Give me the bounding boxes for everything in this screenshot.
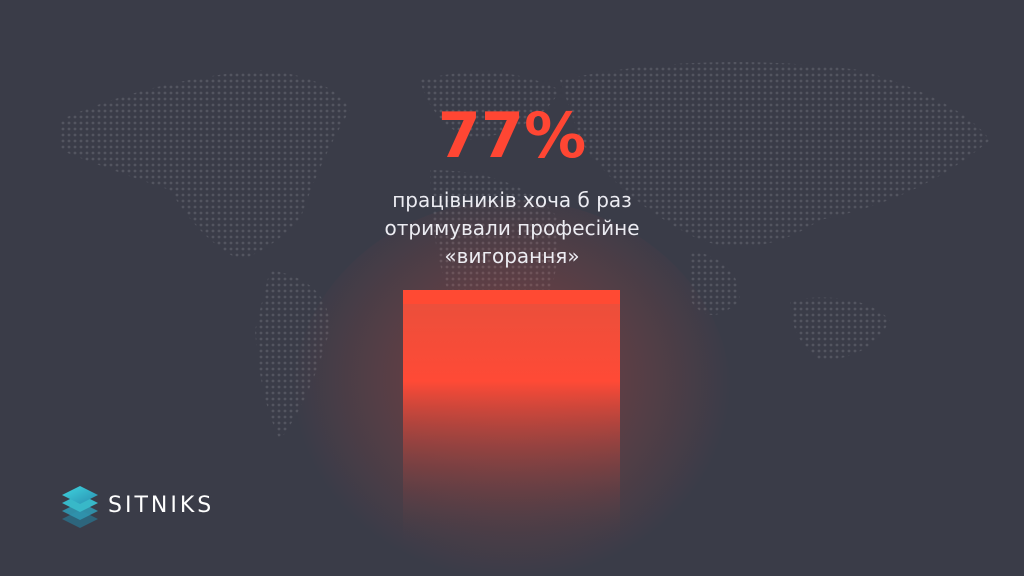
world-map <box>60 62 990 440</box>
logo-icon <box>62 486 98 528</box>
caption-line: «вигорання» <box>444 244 579 268</box>
bar-top <box>403 290 620 304</box>
caption-line: отримували професійне <box>384 216 639 240</box>
logo-text: SITNIKS <box>108 493 214 518</box>
stat-value: 77% <box>438 99 586 172</box>
bar <box>403 290 620 550</box>
caption-line: працівників хоча б раз <box>392 188 632 212</box>
